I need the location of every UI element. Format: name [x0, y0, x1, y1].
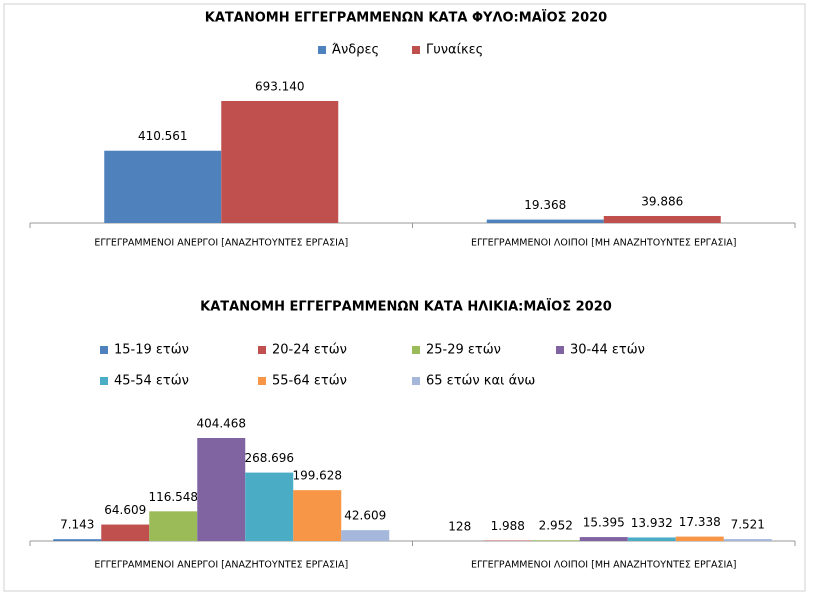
legend-swatch: [258, 377, 266, 385]
value-label: 39.886: [641, 194, 683, 208]
value-label: 410.561: [138, 129, 188, 143]
bar: [104, 150, 222, 223]
bar: [245, 472, 294, 541]
bar: [483, 540, 532, 541]
chart-title: ΚΑΤΑΝΟΜΗ ΕΓΓΕΓΡΑΜΜΕΝΩΝ ΚΑΤΑ ΦΥΛΟ:ΜΑΪΟΣ 2…: [205, 10, 607, 26]
value-label: 42.609: [344, 509, 386, 523]
legend-swatch: [100, 346, 108, 354]
value-label: 19.368: [524, 198, 566, 212]
legend-swatch: [258, 346, 266, 354]
bar: [53, 539, 102, 541]
legend-label: 45-54 ετών: [114, 374, 189, 389]
legend-label: 15-19 ετών: [114, 343, 189, 358]
legend-label: 25-29 ετών: [426, 343, 501, 358]
x-tick-label: ΕΓΓΕΓΡΑΜΜΕΝΟΙ ΛΟΙΠΟΙ [ΜΗ ΑΝΑΖΗΤΟΥΝΤΕΣ ΕΡ…: [471, 238, 737, 249]
legend-label: 65 ετών και άνω: [426, 374, 535, 389]
value-label: 404.468: [196, 417, 246, 431]
value-label: 128: [448, 519, 471, 533]
value-label: 116.548: [148, 490, 198, 504]
legend-label: Άνδρες: [332, 43, 379, 58]
legend-swatch: [100, 377, 108, 385]
bar: [723, 539, 772, 541]
bar: [579, 537, 628, 541]
bar: [531, 540, 580, 541]
bar: [293, 490, 342, 541]
chart-title: ΚΑΤΑΝΟΜΗ ΕΓΓΕΓΡΑΜΜΕΝΩΝ ΚΑΤΑ ΗΛΙΚΙΑ:ΜΑΪΟΣ…: [200, 299, 612, 315]
legend-swatch: [412, 377, 420, 385]
legend-label: 30-44 ετών: [570, 343, 645, 358]
bar: [149, 511, 198, 541]
frame: [3, 3, 806, 592]
legend-swatch: [318, 46, 326, 54]
value-label: 7.521: [731, 518, 765, 532]
bar: [101, 524, 150, 541]
value-label: 17.338: [679, 515, 721, 529]
bar: [341, 530, 390, 541]
value-label: 7.143: [60, 518, 94, 532]
bar: [197, 438, 246, 541]
x-tick-label: ΕΓΓΕΓΡΑΜΜΕΝΟΙ ΑΝΕΡΓΟΙ [ΑΝΑΖΗΤΟΥΝΤΕΣ ΕΡΓΑ…: [94, 560, 348, 571]
legend-label: Γυναίκες: [426, 43, 483, 58]
bar: [675, 536, 724, 541]
value-label: 1.988: [491, 519, 525, 533]
bar: [627, 537, 676, 541]
value-label: 268.696: [244, 451, 294, 465]
value-label: 15.395: [583, 516, 625, 530]
x-tick-label: ΕΓΓΕΓΡΑΜΜΕΝΟΙ ΛΟΙΠΟΙ [ΜΗ ΑΝΑΖΗΤΟΥΝΤΕΣ ΕΡ…: [471, 560, 737, 571]
value-label: 2.952: [539, 519, 573, 533]
value-label: 199.628: [292, 469, 342, 483]
bar: [486, 219, 604, 223]
value-label: 64.609: [104, 503, 146, 517]
legend-label: 20-24 ετών: [272, 343, 347, 358]
value-label: 693.140: [255, 80, 305, 94]
legend-swatch: [412, 346, 420, 354]
x-tick-label: ΕΓΓΕΓΡΑΜΜΕΝΟΙ ΑΝΕΡΓΟΙ [ΑΝΑΖΗΤΟΥΝΤΕΣ ΕΡΓΑ…: [94, 238, 348, 249]
bar: [221, 101, 339, 223]
legend-swatch: [412, 46, 420, 54]
legend-label: 55-64 ετών: [272, 374, 347, 389]
bar: [603, 215, 721, 223]
value-label: 13.932: [631, 516, 673, 530]
legend-swatch: [556, 346, 564, 354]
